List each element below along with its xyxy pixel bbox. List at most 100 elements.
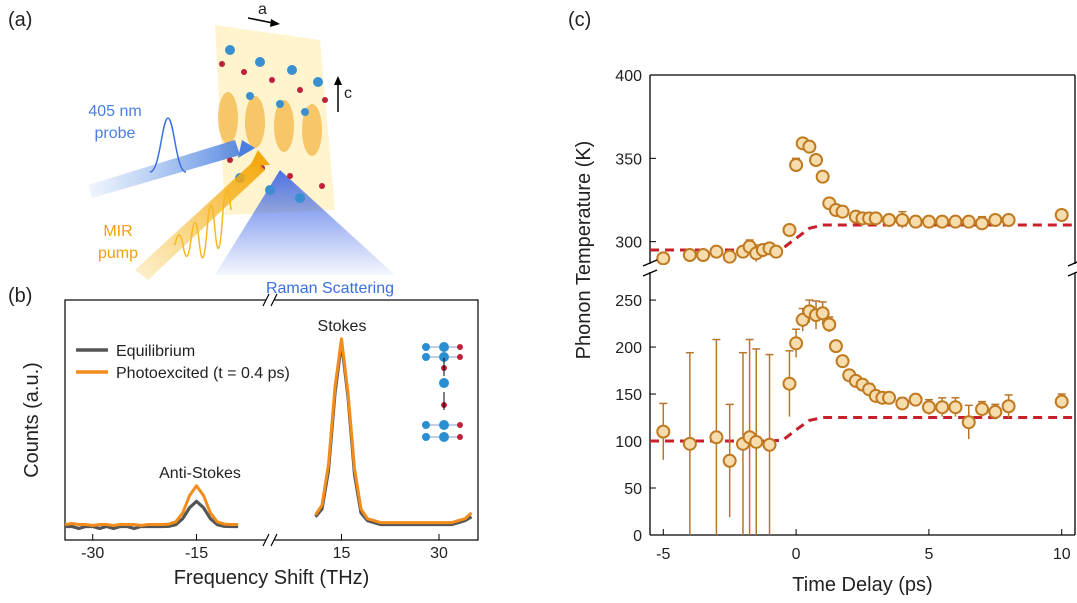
annotation: Stokes [318,318,367,335]
data-point [815,306,830,321]
atom [422,433,430,441]
x-tick-label: 15 [333,545,351,562]
data-point [722,249,737,264]
data-point [809,153,824,167]
x-axis-label: Frequency Shift (THz) [174,567,370,589]
plot-area [650,299,1075,535]
data-point [762,437,777,452]
legend-label: Photoexcited (t = 0.4 ps) [116,365,290,382]
data-point [822,317,837,332]
axis-break [1067,261,1077,267]
data-point [789,336,804,351]
atom [457,354,463,360]
scattering-label: Raman Scattering [266,280,394,297]
atom [457,344,463,350]
axis-break-gap [266,534,274,546]
data-point [682,436,697,451]
data-point [882,213,897,227]
y-tick-label: 200 [615,340,642,357]
data-point [1054,208,1069,222]
data-point [935,400,950,415]
x-axis-label: Time Delay (ps) [792,574,932,596]
data-point [1001,399,1016,414]
data-point [975,216,990,231]
x-tick-label: 5 [924,546,933,563]
atom [422,343,430,351]
data-point [948,214,963,229]
axis-break-gap [266,294,274,306]
x-tick-label: 10 [1053,546,1071,563]
data-point [1001,213,1016,227]
data-point [948,400,963,415]
axis-break [1067,271,1077,277]
axis-label: a [258,1,267,18]
legend-label: Equilibrium [116,343,195,360]
y-tick-label: 300 [615,235,642,252]
data-point [921,214,936,229]
charts: -30 -15 15 30 Frequency Shift (THz) Counts (a… [21,68,1077,596]
x-tick-label: 0 [792,546,801,563]
atom [439,432,449,442]
data-point [988,213,1003,227]
illustration [88,17,395,280]
atom [457,434,463,440]
data-point [895,396,910,411]
data-point [835,354,850,369]
data-point [789,158,804,172]
axis-break [262,533,270,547]
y-tick-label: 0 [633,528,642,545]
data-point [656,251,671,265]
data-point [782,223,797,237]
probe-label: 405 nm probe [88,103,141,142]
axis-label: c [344,85,352,102]
panel-label: (a) [8,9,32,31]
atom [457,422,463,428]
y-tick-label: 350 [615,151,642,168]
data-point [835,204,850,219]
data-point [961,415,976,430]
plot-area [650,136,1075,265]
axis-break [270,293,278,307]
data-point [882,390,897,405]
axis-break-gap [1068,264,1077,272]
y-tick-label: 100 [615,434,642,451]
data-point [802,139,817,154]
atom [439,342,449,352]
axis-break [642,259,658,267]
x-tick-label: 30 [430,545,448,562]
atom [439,378,449,388]
data-point [709,244,724,259]
data-point [828,339,843,354]
axis-break [270,533,278,547]
data-point [935,214,950,229]
data-point [908,392,923,407]
atom [422,421,430,429]
x-tick-label: -5 [656,546,670,563]
y-tick-label: 50 [624,481,642,498]
data-point [1054,394,1069,409]
data-point [895,213,910,227]
data-point [961,214,976,229]
y-tick-label: 150 [615,387,642,404]
data-point [769,244,784,259]
atom [439,352,449,362]
data-point [682,248,697,262]
plot-frame [64,299,479,541]
panel-label: (b) [8,285,32,307]
data-point [782,376,797,391]
data-point [815,169,830,184]
y-axis-label: Counts (a.u.) [21,362,43,478]
data-point [696,248,711,262]
axis-break [642,269,658,277]
annotation: Anti-Stokes [159,465,241,482]
data-point [709,430,724,445]
data-point [908,214,923,229]
data-point [722,453,737,468]
data-point [921,400,936,415]
x-tick-label: -15 [185,545,208,562]
data-point [988,404,1003,419]
y-axis-label: Phonon Temperature (K) [573,141,595,360]
data-point [975,402,990,417]
x-tick-label: -30 [81,545,104,562]
